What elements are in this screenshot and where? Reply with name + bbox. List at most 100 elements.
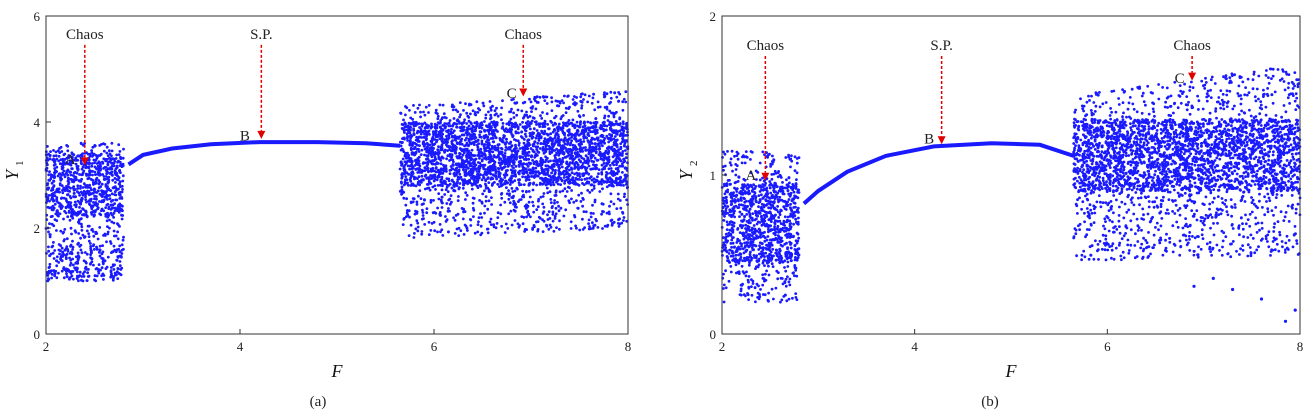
scatter-point — [538, 95, 542, 99]
scatter-point — [75, 277, 79, 280]
scatter-point — [574, 224, 577, 228]
scatter-point — [62, 153, 66, 157]
scatter-point — [513, 179, 517, 183]
scatter-point — [111, 213, 114, 217]
scatter-point — [556, 200, 559, 204]
scatter-point — [488, 132, 491, 136]
scatter-point — [401, 223, 405, 227]
scatter-point — [605, 164, 608, 168]
scatter-point — [557, 140, 560, 144]
scatter-point — [520, 215, 524, 219]
scatter-point — [72, 185, 76, 189]
scatter-point — [104, 206, 108, 210]
scatter-point — [521, 175, 524, 179]
scatter-point — [455, 184, 459, 188]
scatter-point — [510, 223, 514, 227]
scatter-point — [609, 124, 613, 127]
scatter-point — [49, 215, 53, 219]
scatter-point — [447, 198, 451, 202]
scatter-point — [596, 226, 600, 229]
scatter-point — [440, 206, 444, 209]
scatter-point — [452, 184, 455, 187]
scatter-point — [492, 162, 496, 166]
scatter-point — [83, 267, 87, 270]
scatter-point — [563, 142, 567, 146]
scatter-point — [429, 182, 433, 185]
scatter-point — [444, 215, 447, 218]
scatter-point — [621, 162, 624, 166]
scatter-point — [474, 111, 477, 114]
scatter-point — [521, 189, 525, 193]
scatter-point — [56, 174, 60, 178]
scatter-point — [402, 166, 406, 170]
scatter-point — [495, 177, 498, 181]
scatter-point — [501, 125, 505, 129]
scatter-point — [75, 203, 78, 207]
scatter-point — [615, 95, 619, 99]
scatter-point — [118, 168, 122, 172]
scatter-point — [93, 210, 97, 214]
scatter-point — [757, 194, 761, 198]
scatter-point — [592, 92, 595, 96]
scatter-point — [72, 187, 76, 191]
scatter-point — [74, 175, 78, 179]
scatter-point — [722, 283, 726, 287]
scatter-point — [401, 157, 405, 161]
scatter-point — [573, 164, 577, 167]
scatter-point — [84, 209, 88, 213]
scatter-point — [443, 124, 446, 128]
scatter-point — [516, 108, 520, 112]
scatter-point — [476, 223, 480, 227]
scatter-point — [536, 141, 540, 145]
scatter-point — [472, 197, 476, 200]
scatter-point — [591, 126, 595, 130]
scatter-point — [400, 123, 404, 126]
scatter-point — [530, 136, 534, 140]
scatter-point — [402, 118, 405, 122]
scatter-point — [65, 171, 68, 175]
scatter-point — [422, 217, 425, 221]
scatter-point — [550, 100, 554, 104]
scatter-point — [121, 188, 124, 191]
scatter-point — [48, 154, 52, 158]
scatter-point — [58, 147, 61, 150]
scatter-point — [407, 154, 411, 157]
scatter-point — [99, 173, 102, 177]
scatter-point — [589, 215, 593, 219]
scatter-point — [458, 101, 462, 104]
scatter-point — [102, 274, 106, 277]
scatter-point — [486, 207, 490, 211]
scatter-point — [79, 198, 83, 202]
scatter-point — [431, 151, 434, 155]
scatter-point — [528, 97, 531, 101]
scatter-point — [77, 279, 80, 283]
scatter-point — [69, 163, 73, 167]
scatter-point — [579, 99, 583, 103]
scatter-point — [783, 266, 786, 269]
scatter-point — [400, 188, 404, 192]
scatter-point — [618, 158, 622, 162]
scatter-point — [86, 271, 89, 275]
scatter-point — [453, 138, 457, 142]
scatter-point — [763, 272, 767, 276]
scatter-point — [480, 163, 483, 167]
scatter-point — [598, 153, 602, 157]
scatter-point — [455, 125, 459, 129]
scatter-point — [508, 201, 512, 205]
scatter-point — [109, 211, 113, 215]
scatter-point — [503, 200, 507, 204]
scatter-point — [567, 130, 571, 134]
scatter-point — [404, 203, 408, 207]
scatter-point — [621, 120, 625, 124]
scatter-point — [512, 111, 515, 115]
scatter-point — [516, 127, 520, 131]
scatter-point — [589, 183, 593, 187]
scatter-point — [87, 190, 91, 193]
scatter-point — [560, 99, 564, 102]
scatter-point — [565, 138, 569, 142]
scatter-point — [522, 183, 526, 187]
scatter-point — [770, 287, 774, 291]
scatter-point — [616, 182, 619, 186]
scatter-point — [413, 232, 416, 235]
scatter-point — [109, 189, 113, 193]
